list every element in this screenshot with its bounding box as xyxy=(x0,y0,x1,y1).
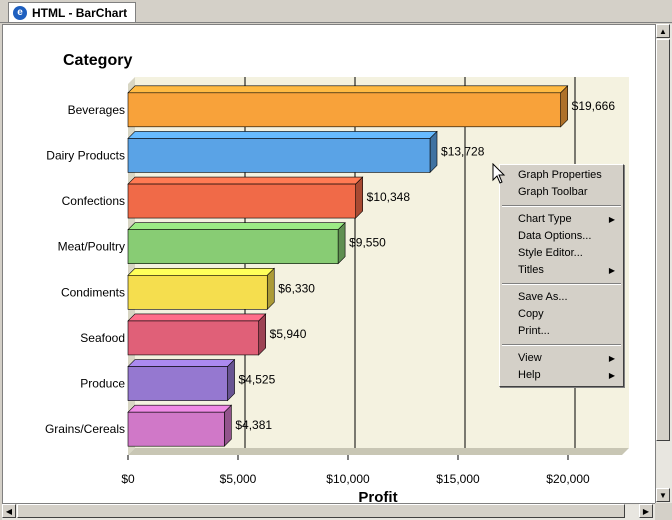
bar-side xyxy=(266,267,275,311)
data-label: $13,728 xyxy=(441,144,485,158)
menu-item-style-editor[interactable]: Style Editor... xyxy=(500,245,623,262)
bar[interactable] xyxy=(127,183,356,219)
menu-item-label: Data Options... xyxy=(518,230,592,242)
tab-bar: e HTML - BarChart xyxy=(0,0,672,23)
menu-item-view[interactable]: View ▶ xyxy=(500,350,623,367)
bar-top xyxy=(127,222,346,230)
bar-side xyxy=(258,313,266,356)
bar-side xyxy=(429,130,438,174)
bar-top xyxy=(127,359,236,367)
bar-side xyxy=(355,176,363,219)
menu-item-titles[interactable]: Titles ▶ xyxy=(500,262,623,279)
menu-item-label: Copy xyxy=(518,308,544,320)
vertical-scroll-thumb[interactable] xyxy=(656,39,670,441)
x-tick-label: $5,000 xyxy=(220,472,257,486)
menu-item-copy[interactable]: Copy xyxy=(500,306,623,323)
context-menu: Graph Properties Graph Toolbar Chart Type ▶… xyxy=(499,164,624,387)
data-label: $19,666 xyxy=(572,99,616,113)
bar-side xyxy=(560,85,568,128)
category-label: Confections xyxy=(62,194,125,208)
data-label: $4,381 xyxy=(235,418,272,432)
category-label: Seafood xyxy=(80,331,125,345)
tab-html-barchart[interactable]: e HTML - BarChart xyxy=(8,2,137,22)
tab-label: HTML - BarChart xyxy=(32,5,128,20)
category-label: Produce xyxy=(80,377,125,391)
bar[interactable] xyxy=(127,92,561,128)
bar-side xyxy=(227,358,235,402)
scrollbar-corner xyxy=(655,503,672,520)
data-label: $4,525 xyxy=(239,373,276,387)
scroll-left-button[interactable]: ◀ xyxy=(2,504,16,518)
x-tick-label: $15,000 xyxy=(436,472,480,486)
bar[interactable] xyxy=(127,275,268,310)
x-tick-label: $0 xyxy=(121,472,135,486)
vertical-scrollbar[interactable]: ▲ ▼ xyxy=(655,24,672,504)
bar-side xyxy=(224,404,232,447)
menu-item-graph-toolbar[interactable]: Graph Toolbar xyxy=(500,184,623,201)
bar-top xyxy=(127,313,267,322)
scroll-right-button[interactable]: ▶ xyxy=(639,504,653,518)
bar-top xyxy=(127,268,275,276)
menu-separator xyxy=(502,344,621,346)
plot-floor xyxy=(128,448,629,455)
submenu-arrow-icon: ▶ xyxy=(608,371,615,380)
menu-item-data-options[interactable]: Data Options... xyxy=(500,228,623,245)
mouse-pointer-icon xyxy=(492,163,506,184)
submenu-arrow-icon: ▶ xyxy=(608,354,615,363)
bar-side xyxy=(337,221,346,265)
data-label: $6,330 xyxy=(278,281,315,295)
horizontal-scroll-thumb[interactable] xyxy=(17,504,625,518)
category-label: Dairy Products xyxy=(46,148,125,162)
menu-item-chart-type[interactable]: Chart Type ▶ xyxy=(500,211,623,228)
chart-title: Category xyxy=(63,52,132,69)
menu-item-print[interactable]: Print... xyxy=(500,323,623,340)
bar[interactable] xyxy=(127,411,225,447)
menu-item-label: Graph Properties xyxy=(518,169,602,181)
x-tick-label: $20,000 xyxy=(546,472,590,486)
menu-item-label: Graph Toolbar xyxy=(518,186,588,198)
category-label: Meat/Poultry xyxy=(58,240,125,254)
submenu-arrow-icon: ▶ xyxy=(608,215,615,224)
bar[interactable] xyxy=(127,138,431,173)
data-label: $5,940 xyxy=(270,327,307,341)
menu-item-label: Print... xyxy=(518,325,550,337)
bar-top xyxy=(127,176,364,185)
ie-page-icon: e xyxy=(13,5,27,20)
submenu-arrow-icon: ▶ xyxy=(608,266,615,275)
menu-item-label: Titles xyxy=(518,264,544,276)
menu-item-label: Save As... xyxy=(518,291,568,303)
bar-top xyxy=(127,131,438,139)
bar[interactable] xyxy=(127,229,339,264)
menu-item-graph-properties[interactable]: Graph Properties xyxy=(500,167,623,184)
menu-item-label: Chart Type xyxy=(518,213,572,225)
scroll-down-button[interactable]: ▼ xyxy=(656,488,670,502)
data-label: $9,550 xyxy=(349,236,386,250)
menu-separator xyxy=(502,283,621,285)
menu-separator xyxy=(502,205,621,207)
data-label: $10,348 xyxy=(367,190,411,204)
horizontal-scrollbar[interactable]: ◀ ▶ xyxy=(2,503,655,520)
bar-top xyxy=(127,404,233,413)
x-tick-label: $10,000 xyxy=(326,472,370,486)
category-label: Grains/Cereals xyxy=(45,422,125,436)
category-label: Beverages xyxy=(68,103,125,117)
scroll-up-button[interactable]: ▲ xyxy=(656,24,670,38)
bar[interactable] xyxy=(127,366,228,401)
menu-item-save-as[interactable]: Save As... xyxy=(500,289,623,306)
x-axis-title: Profit xyxy=(358,489,397,503)
menu-item-help[interactable]: Help ▶ xyxy=(500,367,623,384)
menu-item-label: View xyxy=(518,352,542,364)
category-label: Condiments xyxy=(61,285,125,299)
menu-item-label: Help xyxy=(518,369,541,381)
menu-item-label: Style Editor... xyxy=(518,247,583,259)
bar-top xyxy=(127,85,569,94)
bar[interactable] xyxy=(127,320,259,356)
